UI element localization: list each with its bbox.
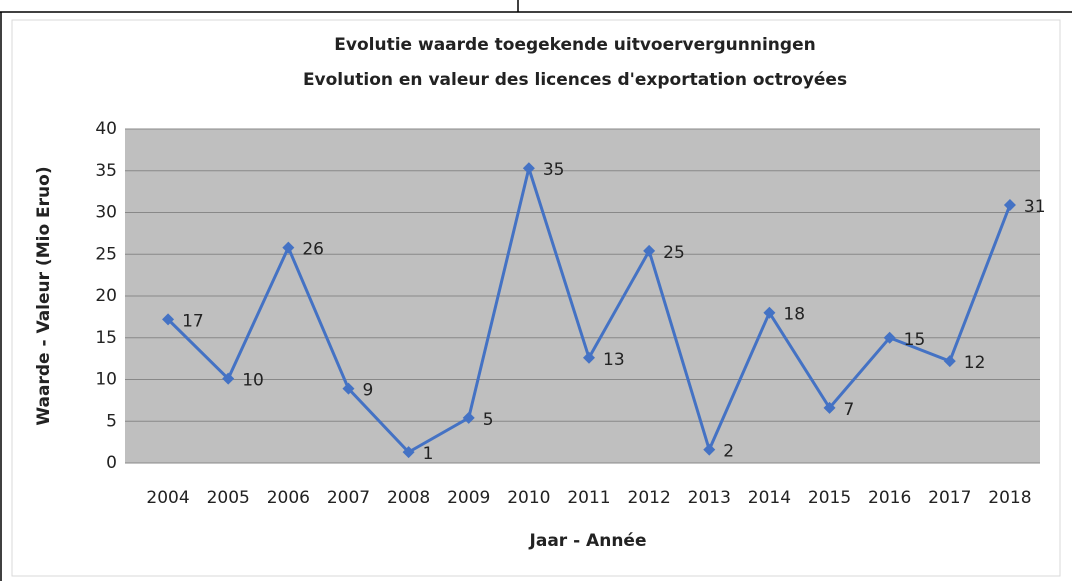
x-tick-label: 2013 (688, 488, 731, 508)
data-label: 10 (242, 371, 264, 391)
x-tick-label: 2015 (808, 488, 851, 508)
marker (583, 351, 595, 364)
x-tick-label: 2006 (267, 488, 310, 508)
data-label: 15 (904, 330, 926, 350)
data-label: 18 (783, 305, 805, 325)
x-tick-label: 2005 (207, 488, 250, 508)
x-tick-label: 2008 (387, 488, 430, 508)
marker (462, 411, 475, 424)
data-label: 26 (302, 240, 324, 260)
marker (522, 162, 535, 175)
marker (943, 355, 956, 368)
y-tick-label: 15 (95, 328, 117, 348)
chart-subtitle: Evolution en valeur des licences d'expor… (303, 70, 847, 90)
chart-title: Evolutie waarde toegekende uitvoervergun… (334, 35, 815, 55)
y-tick-label: 35 (95, 161, 117, 181)
data-label: 9 (362, 381, 373, 401)
x-tick-label: 2010 (507, 488, 550, 508)
data-label: 1 (423, 444, 434, 464)
y-tick-label: 5 (106, 411, 117, 431)
x-tick-label: 2004 (146, 488, 189, 508)
y-tick-label: 10 (95, 370, 117, 390)
data-label: 31 (1024, 197, 1046, 217)
x-tick-label: 2011 (567, 488, 610, 508)
marker (282, 241, 295, 254)
x-tick-label: 2018 (988, 488, 1031, 508)
x-tick-label: 2016 (868, 488, 911, 508)
data-label: 17 (182, 311, 204, 331)
marker (643, 244, 656, 257)
marker (823, 401, 836, 414)
x-tick-label: 2009 (447, 488, 490, 508)
x-tick-label: 2007 (327, 488, 370, 508)
data-label: 35 (543, 160, 565, 180)
y-tick-label: 25 (95, 244, 117, 264)
data-label: 7 (844, 400, 855, 420)
marker (402, 446, 415, 459)
x-tick-label: 2012 (628, 488, 671, 508)
marker (883, 331, 896, 344)
x-tick-label: 2017 (928, 488, 971, 508)
marker (763, 306, 776, 319)
data-label: 2 (723, 442, 734, 462)
marker (703, 443, 716, 456)
marker (342, 382, 355, 395)
marker (222, 372, 235, 385)
data-label: 12 (964, 353, 986, 373)
data-label: 13 (603, 350, 625, 370)
data-label: 5 (483, 410, 494, 430)
y-axis-title: Waarde - Valeur (Mio Eruo) (34, 166, 54, 425)
y-tick-label: 30 (95, 203, 117, 223)
marker (1003, 198, 1016, 211)
y-tick-label: 20 (95, 286, 117, 306)
x-axis-title: Jaar - Année (529, 531, 647, 551)
y-tick-label: 40 (95, 119, 117, 139)
marker (162, 313, 175, 326)
y-tick-label: 0 (106, 453, 117, 473)
data-label: 25 (663, 243, 685, 263)
x-tick-label: 2014 (748, 488, 791, 508)
